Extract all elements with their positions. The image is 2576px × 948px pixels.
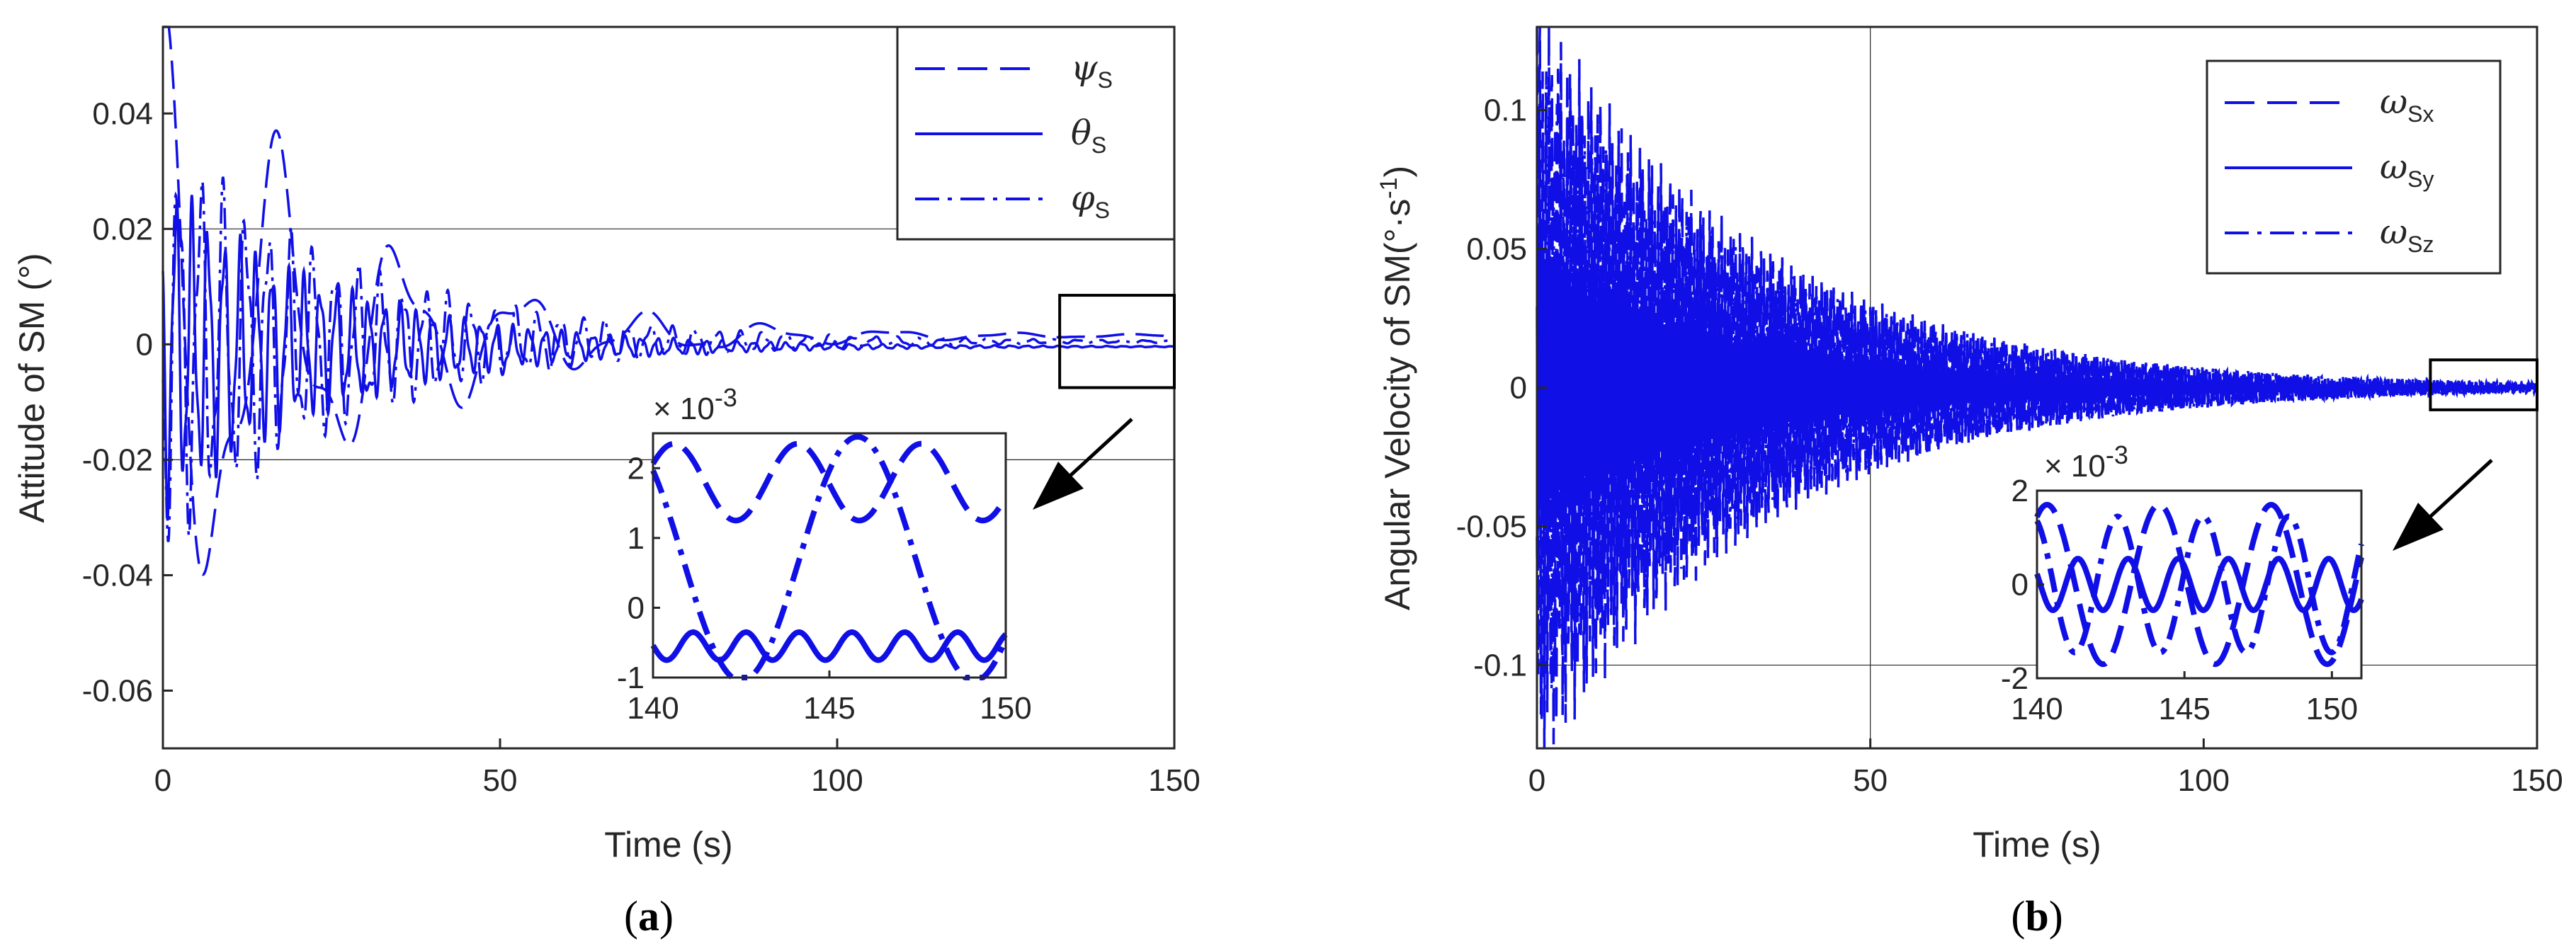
a-inset-xtick-label: 140 [627, 691, 679, 726]
a-ytick-label: -0.02 [82, 442, 153, 477]
a-inset-series-line-1 [650, 629, 1008, 663]
b-legend-label-wsx: ωSx [2380, 82, 2434, 127]
a-xlabel: Time (s) [604, 825, 732, 864]
b-inset-xtick-label: 140 [2011, 692, 2062, 726]
b-inset-ytick-label: 2 [2012, 474, 2029, 508]
a-inset-ytick-label: 1 [628, 521, 645, 556]
a-ytick-label: 0.02 [92, 212, 153, 246]
a-xtick-label: 150 [1148, 763, 1200, 798]
a-inset-xtick-label: 150 [980, 691, 1031, 726]
b-ytick-label: -0.1 [1473, 648, 1527, 683]
b-inset-bg [2037, 491, 2361, 678]
b-zoom-box [2429, 358, 2539, 411]
a-legend: ψS θS φS [896, 25, 1176, 241]
a-series-line-s-0 [163, 25, 1174, 576]
b-series-line-sz-2 [1536, 71, 2538, 715]
b-xtick-label: 0 [1528, 763, 1545, 798]
b-xtick-label: 150 [2511, 763, 2563, 798]
b-legend: ωSx ωSy ωSz [2206, 59, 2502, 275]
a-legend-label-phi: φS [1071, 178, 1110, 223]
b-zoom-arrow-icon [2393, 459, 2493, 551]
b-inset-xtick-label: 150 [2306, 692, 2358, 726]
b-inset-ticks: 140 145 150 -2 0 2 [2001, 474, 2358, 726]
b-legend-label-wsy: ωSy [2380, 147, 2434, 192]
a-ytick-label: 0.04 [92, 96, 153, 131]
a-xtick-label: 0 [154, 763, 171, 798]
a-xtick-label: 100 [811, 763, 863, 798]
b-inset-series-line-0 [2034, 501, 2364, 668]
b-caption: (b) [2011, 893, 2062, 940]
panel-b: 0 50 100 150 -0.1 -0.05 0 0.05 0.1 Time (s) Angu… [1375, 25, 2563, 940]
a-legend-label-psi: ψS [1071, 48, 1113, 93]
a-inset-xtick-label: 145 [803, 691, 855, 726]
a-caption: (a) [624, 893, 674, 940]
b-ytick-label: 0 [1510, 371, 1527, 406]
b-ytick-label: 0.05 [1466, 232, 1527, 267]
a-ylabel: Attitude of SM (°) [12, 253, 52, 522]
a-inset-ticks: 140 145 150 -1 0 1 2 [617, 451, 1032, 726]
b-inset-ytick-label: -2 [2001, 661, 2029, 696]
a-zoom-arrow-icon [1033, 418, 1133, 510]
b-series-group [1536, 26, 2538, 749]
panel-a: 0 50 100 150 -0.06 -0.04 -0.02 0 0.02 0.04 Time (… [12, 25, 1201, 940]
b-ytick-label: -0.05 [1456, 509, 1527, 544]
b-xtick-label: 50 [1853, 763, 1888, 798]
b-inset-scale-label: × 10-3 [2044, 440, 2128, 484]
a-inset: 140 145 150 -1 0 1 2 × 10-3 [617, 383, 1032, 726]
a-inset-series-line-2 [650, 433, 1009, 680]
b-inset-ytick-label: 0 [2012, 568, 2029, 603]
b-inset-xtick-label: 145 [2158, 692, 2210, 726]
b-ticks: 0 50 100 150 -0.1 -0.05 0 0.05 0.1 [1456, 93, 2563, 798]
b-ytick-label: 0.1 [1484, 93, 1527, 128]
a-inset-series-group [650, 433, 1009, 680]
b-inset-series-line-1 [2034, 556, 2364, 613]
a-series-group [161, 25, 1175, 576]
a-inset-series-line-0 [650, 440, 1009, 524]
b-inset: 140 145 150 -2 0 2 × 10-3 [2001, 440, 2364, 726]
b-inset-series-line-2 [2034, 513, 2364, 656]
a-series-line-s-2 [161, 176, 1175, 542]
b-inset-series-group [2034, 501, 2364, 668]
b-legend-label-wsz: ωSz [2380, 212, 2434, 257]
a-xtick-label: 50 [483, 763, 518, 798]
b-ylabel: Angular Velocity of SM(°·s-1) [1375, 166, 1417, 610]
a-ytick-label: -0.04 [82, 558, 153, 593]
a-inset-ytick-label: 0 [628, 590, 645, 625]
a-inset-scale-label: × 10-3 [653, 383, 737, 426]
a-ytick-label: -0.06 [82, 673, 153, 708]
b-xlabel: Time (s) [1973, 825, 2101, 864]
b-xtick-label: 100 [2178, 763, 2230, 798]
a-inset-ytick-label: -1 [617, 661, 645, 695]
a-zoom-box [1058, 294, 1176, 389]
a-ticks: 0 50 100 150 -0.06 -0.04 -0.02 0 0.02 0.04 [82, 96, 1201, 798]
a-legend-label-theta: θS [1071, 113, 1106, 158]
a-series-line-s-1 [161, 195, 1174, 521]
a-inset-ytick-label: 2 [628, 451, 645, 486]
a-ytick-label: 0 [136, 327, 153, 362]
